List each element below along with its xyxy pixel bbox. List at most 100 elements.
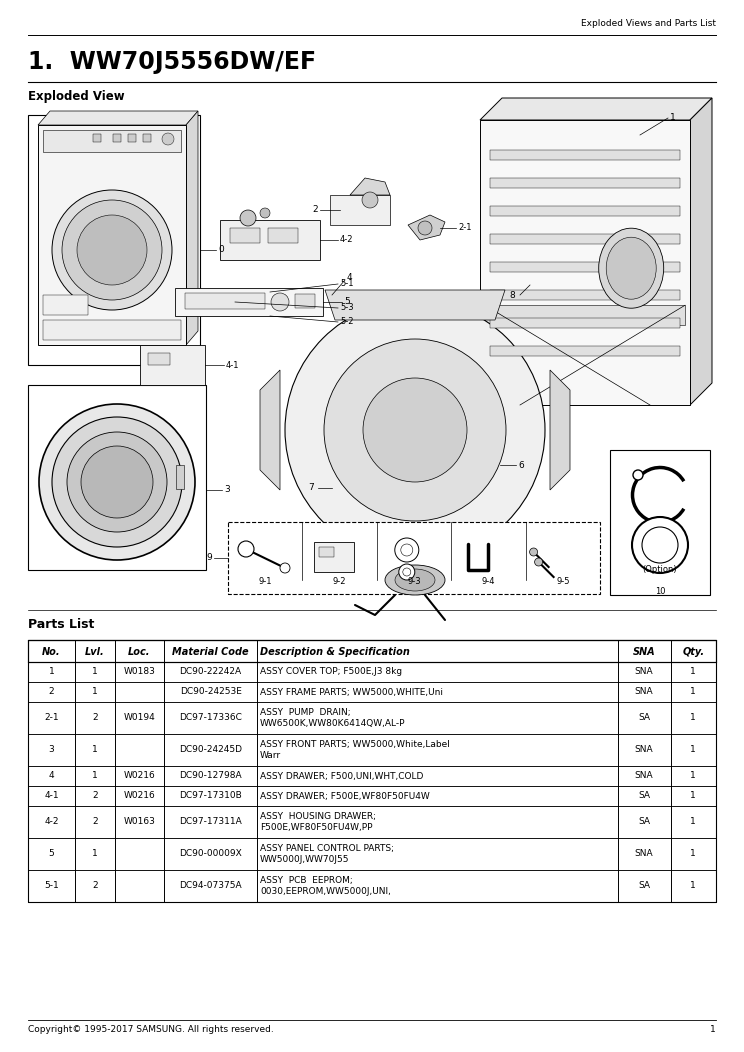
- Bar: [28, 385, 206, 570]
- Text: 0030,EEPROM,WW5000J,UNI,: 0030,EEPROM,WW5000J,UNI,: [260, 887, 391, 895]
- Text: No.: No.: [42, 647, 61, 658]
- Ellipse shape: [606, 237, 656, 299]
- Text: 4-1: 4-1: [44, 791, 59, 801]
- Text: F500E,WF80F50FU4W,PP: F500E,WF80F50FU4W,PP: [260, 823, 373, 832]
- Bar: [28, 870, 716, 902]
- Text: ASSY FRONT PARTS; WW5000,White,Label: ASSY FRONT PARTS; WW5000,White,Label: [260, 741, 450, 749]
- Text: DC97-17311A: DC97-17311A: [179, 817, 242, 827]
- Text: 4: 4: [347, 274, 353, 283]
- Text: Parts List: Parts List: [28, 618, 94, 631]
- Text: 9-3: 9-3: [407, 576, 421, 586]
- Text: DC90-12798A: DC90-12798A: [179, 771, 242, 781]
- Circle shape: [162, 133, 174, 145]
- Text: 1: 1: [690, 882, 696, 890]
- Text: 2: 2: [92, 882, 97, 890]
- Text: SA: SA: [638, 817, 650, 827]
- Circle shape: [401, 544, 413, 557]
- Text: W0194: W0194: [124, 713, 155, 723]
- Text: 1: 1: [48, 668, 54, 676]
- Polygon shape: [186, 112, 198, 345]
- Text: 1: 1: [92, 746, 97, 754]
- Text: 2: 2: [312, 205, 318, 215]
- Text: 9-5: 9-5: [556, 576, 570, 586]
- Bar: [490, 234, 680, 244]
- Bar: [140, 345, 205, 385]
- Text: 1: 1: [711, 1025, 716, 1034]
- Text: ASSY FRAME PARTS; WW5000,WHITE,Uni: ASSY FRAME PARTS; WW5000,WHITE,Uni: [260, 688, 443, 696]
- Polygon shape: [350, 178, 390, 195]
- Text: ASSY  PCB  EEPROM;: ASSY PCB EEPROM;: [260, 876, 353, 885]
- Text: 1: 1: [92, 771, 97, 781]
- Text: 9-1: 9-1: [258, 576, 272, 586]
- Text: 1: 1: [92, 668, 97, 676]
- Circle shape: [240, 210, 256, 226]
- Text: 2: 2: [92, 791, 97, 801]
- Text: Description & Specification: Description & Specification: [260, 647, 410, 658]
- Bar: [28, 640, 716, 662]
- Circle shape: [399, 564, 415, 580]
- Polygon shape: [480, 98, 712, 120]
- Ellipse shape: [385, 565, 445, 595]
- Bar: [28, 734, 716, 766]
- Text: DC90-22242A: DC90-22242A: [179, 668, 242, 676]
- Text: 8: 8: [509, 290, 515, 300]
- Text: 2: 2: [92, 817, 97, 827]
- Text: 2-1: 2-1: [458, 223, 472, 232]
- Bar: [28, 838, 716, 870]
- Text: DC90-24245D: DC90-24245D: [179, 746, 242, 754]
- Text: WW6500K,WW80K6414QW,AL-P: WW6500K,WW80K6414QW,AL-P: [260, 719, 405, 728]
- Bar: [175, 288, 323, 316]
- Bar: [490, 262, 680, 272]
- Circle shape: [52, 417, 182, 547]
- Text: (Option): (Option): [643, 565, 677, 574]
- Ellipse shape: [324, 339, 506, 521]
- Text: Qty.: Qty.: [682, 647, 705, 658]
- Bar: [319, 547, 334, 557]
- Bar: [330, 195, 390, 225]
- Circle shape: [238, 541, 254, 557]
- Text: ASSY  HOUSING DRAWER;: ASSY HOUSING DRAWER;: [260, 812, 376, 822]
- Text: 1: 1: [690, 688, 696, 696]
- Circle shape: [39, 404, 195, 560]
- Polygon shape: [485, 305, 685, 325]
- Text: DC97-17310B: DC97-17310B: [179, 791, 242, 801]
- Bar: [148, 353, 170, 365]
- Bar: [43, 130, 181, 151]
- Ellipse shape: [363, 378, 467, 482]
- Text: 4: 4: [48, 771, 54, 781]
- Text: 1: 1: [690, 817, 696, 827]
- Text: WW5000J,WW70J55: WW5000J,WW70J55: [260, 854, 350, 864]
- Text: 4-2: 4-2: [340, 236, 353, 244]
- Text: 5-3: 5-3: [340, 303, 353, 312]
- Text: Copyright© 1995-2017 SAMSUNG. All rights reserved.: Copyright© 1995-2017 SAMSUNG. All rights…: [28, 1025, 274, 1034]
- Text: 5-2: 5-2: [340, 318, 353, 326]
- Text: DC97-17336C: DC97-17336C: [179, 713, 242, 723]
- Text: 10: 10: [655, 587, 665, 596]
- Bar: [490, 346, 680, 356]
- Bar: [610, 450, 710, 595]
- Text: 1: 1: [670, 114, 676, 122]
- Bar: [480, 120, 690, 405]
- Bar: [28, 806, 716, 838]
- Text: Exploded Views and Parts List: Exploded Views and Parts List: [581, 19, 716, 28]
- Circle shape: [52, 190, 172, 310]
- Bar: [176, 465, 184, 489]
- Text: DC90-24253E: DC90-24253E: [180, 688, 242, 696]
- Bar: [43, 295, 88, 315]
- Text: SNA: SNA: [635, 688, 653, 696]
- Text: 1.  WW70J5556DW/EF: 1. WW70J5556DW/EF: [28, 50, 316, 74]
- Circle shape: [530, 548, 538, 557]
- Circle shape: [395, 538, 419, 562]
- Circle shape: [271, 294, 289, 311]
- Text: Material Code: Material Code: [173, 647, 249, 658]
- Text: W0216: W0216: [124, 771, 155, 781]
- Text: 6: 6: [518, 461, 524, 469]
- Text: 1: 1: [690, 713, 696, 723]
- Circle shape: [260, 208, 270, 218]
- Polygon shape: [260, 370, 280, 490]
- Text: Warr: Warr: [260, 751, 281, 760]
- Ellipse shape: [395, 569, 435, 591]
- Bar: [490, 290, 680, 300]
- Bar: [43, 320, 181, 340]
- Bar: [268, 228, 298, 243]
